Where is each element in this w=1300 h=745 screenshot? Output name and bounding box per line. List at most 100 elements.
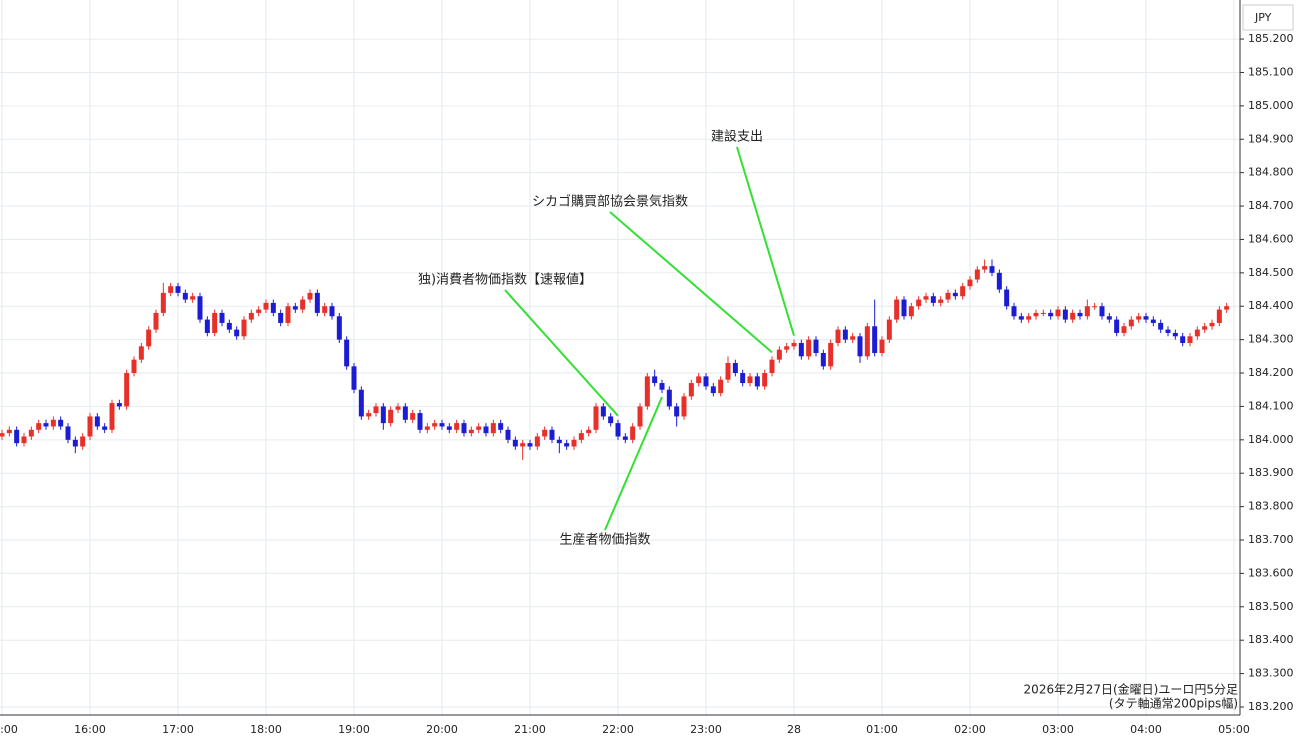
candle-body — [520, 443, 526, 447]
y-tick-label: 185.200 — [1248, 32, 1294, 45]
candle-body — [740, 373, 746, 384]
x-tick-label: 28 — [787, 723, 801, 736]
candle-body — [102, 426, 108, 430]
candle-body — [974, 269, 980, 280]
candle-body — [967, 279, 973, 287]
candle-body — [131, 359, 137, 374]
candle-body — [358, 389, 364, 417]
candle-body — [820, 352, 826, 367]
candle-body — [1106, 316, 1112, 320]
candle-body — [1033, 312, 1039, 317]
annotation-leader — [736, 146, 795, 336]
candle-body — [666, 389, 672, 407]
candle-body — [1070, 312, 1076, 320]
candle-body — [1128, 319, 1134, 327]
candle-body — [1165, 329, 1171, 333]
candle-body — [300, 299, 306, 310]
candle-body — [307, 292, 313, 300]
candles — [0, 259, 1230, 460]
candle-body — [21, 436, 27, 444]
y-tick-label: 183.200 — [1248, 700, 1294, 713]
candle-body — [1224, 306, 1230, 310]
x-tick-label: 04:00 — [1130, 723, 1162, 736]
candle-body — [512, 439, 518, 447]
candle-body — [58, 419, 64, 427]
candle-body — [439, 423, 445, 427]
candle-body — [402, 406, 408, 420]
currency-label: JPY — [1254, 11, 1272, 24]
candle-body — [791, 342, 797, 347]
candle-body — [219, 312, 225, 323]
y-tick-label: 184.800 — [1248, 166, 1294, 179]
candle-body — [1194, 329, 1200, 337]
candle-body — [542, 429, 548, 437]
annotation-leader — [604, 396, 663, 531]
candle-body — [483, 426, 489, 434]
candle-body — [798, 342, 804, 357]
candle-body — [754, 376, 760, 387]
candle-body — [696, 376, 702, 384]
y-tick-label: 183.800 — [1248, 500, 1294, 513]
candle-body — [124, 373, 130, 407]
candle-body — [410, 413, 416, 420]
candle-body — [432, 423, 438, 427]
candle-body — [116, 403, 122, 407]
candle-body — [960, 286, 966, 297]
candle-body — [769, 359, 775, 374]
candle-body — [725, 363, 731, 380]
candle-body — [710, 386, 716, 394]
candle-body — [732, 363, 738, 374]
candle-body — [28, 429, 34, 437]
candle-body — [534, 436, 540, 447]
candle-body — [109, 403, 115, 430]
candle-body — [153, 312, 159, 330]
candle-body — [1121, 326, 1127, 333]
candle-body — [454, 423, 460, 430]
candle-body — [1180, 336, 1186, 343]
y-tick-label: 183.900 — [1248, 466, 1294, 479]
candle-body — [329, 306, 335, 317]
candle-body — [982, 266, 988, 270]
candle-body — [886, 319, 892, 340]
candle-body — [703, 376, 709, 387]
annotation-text: シカゴ購買部協会景気指数 — [532, 194, 688, 210]
candle-body — [549, 429, 555, 440]
y-tick-label: 184.100 — [1248, 399, 1294, 412]
x-tick-label: 05:00 — [1218, 723, 1250, 736]
candle-body — [322, 306, 328, 313]
candle-body — [65, 426, 71, 440]
x-tick-label: 19:00 — [338, 723, 370, 736]
candle-body — [806, 339, 812, 357]
candle-body — [505, 429, 511, 440]
candle-body — [718, 379, 724, 394]
candle-body — [1084, 306, 1090, 317]
y-tick-label: 183.300 — [1248, 667, 1294, 680]
candle-body — [1136, 316, 1142, 320]
candle-body — [248, 312, 254, 320]
y-tick-label: 185.100 — [1248, 65, 1294, 78]
candle-body — [366, 413, 372, 417]
x-tick-label: 03:00 — [1042, 723, 1074, 736]
candle-body — [498, 423, 504, 430]
y-tick-label: 184.400 — [1248, 299, 1294, 312]
candle-body — [94, 416, 100, 427]
candle-body — [1202, 326, 1208, 330]
candle-body — [373, 406, 379, 414]
candle-body — [1187, 336, 1193, 343]
candle-body — [828, 342, 834, 367]
candle-body — [43, 423, 49, 427]
candle-body — [1099, 306, 1105, 317]
candle-body — [945, 292, 951, 300]
candle-body — [226, 322, 232, 330]
x-tick-label: 01:00 — [866, 723, 898, 736]
candle-body — [72, 439, 78, 447]
candle-body — [1004, 289, 1010, 307]
candle-body — [1011, 306, 1017, 317]
candle-body — [527, 443, 533, 447]
x-tick-label: 22:00 — [602, 723, 634, 736]
candle-body — [674, 406, 680, 417]
x-tick-label: 20:00 — [426, 723, 458, 736]
x-tick-label: 18:00 — [250, 723, 282, 736]
candle-body — [762, 373, 768, 387]
